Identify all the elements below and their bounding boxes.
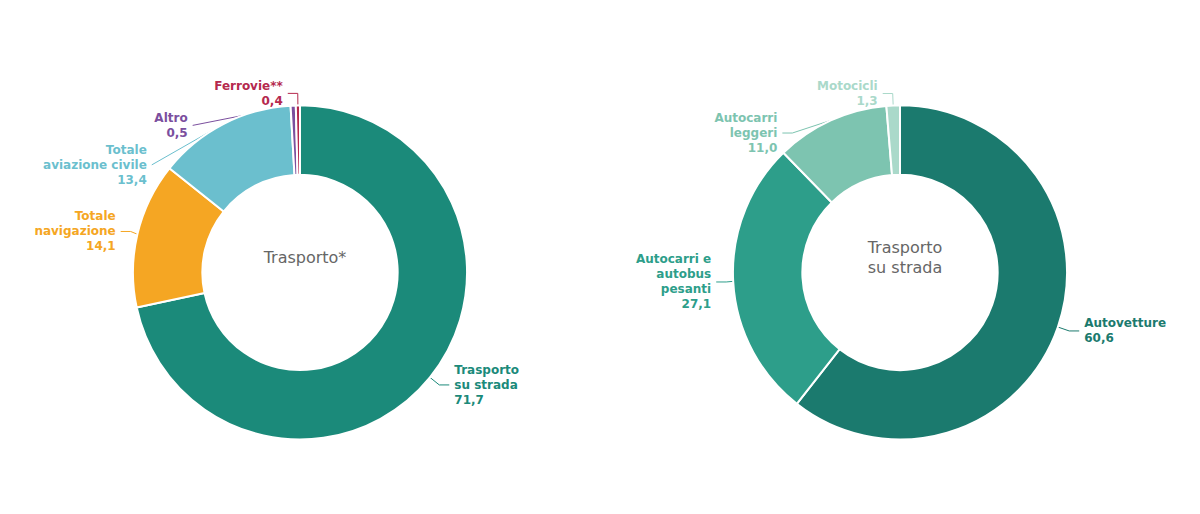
svg-text:60,6: 60,6 <box>1084 331 1114 345</box>
svg-text:14,1: 14,1 <box>86 239 116 253</box>
svg-text:Trasporto: Trasporto <box>454 363 519 377</box>
svg-text:Totale: Totale <box>106 143 147 157</box>
svg-text:27,1: 27,1 <box>682 297 712 311</box>
svg-text:0,4: 0,4 <box>261 94 282 108</box>
svg-text:1,3: 1,3 <box>856 94 877 108</box>
svg-text:Trasporto*: Trasporto* <box>263 248 347 267</box>
svg-text:13,4: 13,4 <box>117 173 147 187</box>
svg-text:0,5: 0,5 <box>166 126 187 140</box>
svg-text:leggeri: leggeri <box>730 126 778 140</box>
svg-text:su strada: su strada <box>868 258 943 277</box>
svg-text:Motocicli: Motocicli <box>817 79 878 93</box>
svg-text:autobus: autobus <box>656 267 711 281</box>
svg-text:11,0: 11,0 <box>748 141 778 155</box>
svg-text:navigazione: navigazione <box>34 224 115 238</box>
svg-text:Autovetture: Autovetture <box>1084 316 1166 330</box>
svg-text:Ferrovie**: Ferrovie** <box>214 79 283 93</box>
svg-text:Altro: Altro <box>154 111 187 125</box>
svg-text:Trasporto: Trasporto <box>867 238 943 257</box>
svg-text:su strada: su strada <box>454 378 517 392</box>
svg-text:Autocarri: Autocarri <box>714 111 777 125</box>
svg-text:Totale: Totale <box>75 209 116 223</box>
svg-text:71,7: 71,7 <box>454 393 484 407</box>
svg-text:aviazione civile: aviazione civile <box>43 158 147 172</box>
svg-text:pesanti: pesanti <box>661 282 711 296</box>
svg-text:Autocarri e: Autocarri e <box>636 252 711 266</box>
